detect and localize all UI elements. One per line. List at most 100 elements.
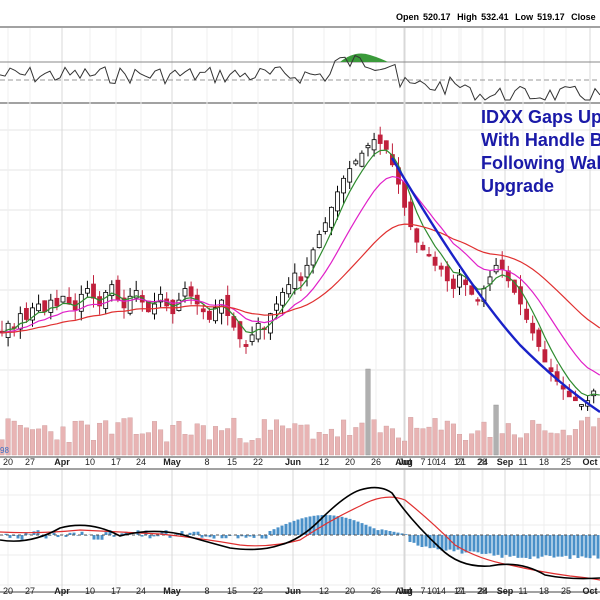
- x-tick-label: 17: [454, 457, 464, 467]
- candle-body: [133, 290, 139, 299]
- macd-histogram-bar: [364, 524, 368, 535]
- macd-histogram-bar: [276, 527, 280, 535]
- macd-histogram-bar: [244, 535, 248, 538]
- x-tick-label: 14: [436, 457, 446, 467]
- macd-histogram-bar: [440, 535, 444, 551]
- macd-histogram-bar: [484, 535, 488, 554]
- macd-histogram-bar: [180, 531, 184, 535]
- volume-bar: [322, 434, 328, 456]
- volume-bar: [36, 428, 42, 456]
- macd-histogram-bar: [124, 531, 128, 535]
- macd-histogram-bar: [596, 535, 600, 559]
- macd-label: 98: [0, 446, 9, 455]
- macd-histogram-bar: [252, 535, 256, 538]
- candle-body: [304, 264, 310, 278]
- macd-histogram-bar: [424, 535, 428, 547]
- x-tick-label-bottom: Jul: [398, 586, 411, 596]
- macd-histogram-bar: [460, 535, 464, 554]
- candle-body: [499, 259, 505, 270]
- macd-histogram-bar: [516, 535, 520, 558]
- candle-body: [579, 404, 584, 407]
- macd-histogram-bar: [388, 531, 392, 535]
- volume-bar: [457, 434, 463, 456]
- macd-signal-line: [0, 496, 600, 581]
- x-tick-label-bottom: 20: [345, 586, 355, 596]
- volume-bar: [115, 422, 121, 456]
- x-tick-label-bottom: 11: [518, 586, 527, 596]
- volume-bar: [493, 404, 499, 456]
- volume-bar: [353, 427, 359, 456]
- macd-histogram-bar: [68, 532, 72, 535]
- volume-bar: [365, 368, 371, 456]
- x-tick-label-bottom: 24: [136, 586, 146, 596]
- candle-body: [91, 283, 96, 299]
- macd-histogram-bar: [552, 535, 556, 558]
- candle-body: [414, 228, 420, 243]
- macd-histogram-bar: [320, 515, 324, 535]
- macd-histogram-bar: [316, 515, 320, 535]
- volume-bar: [389, 428, 395, 456]
- x-tick-label: 27: [25, 457, 35, 467]
- low-label: Low: [515, 12, 534, 22]
- candle-body: [127, 295, 133, 314]
- trend-arc: [390, 157, 600, 413]
- macd-histogram-bar: [272, 529, 276, 535]
- candle-body: [213, 307, 218, 322]
- candle-body: [255, 322, 261, 340]
- high-label: High: [457, 12, 478, 22]
- volume-bar: [30, 429, 36, 456]
- macd-histogram-bar: [356, 521, 360, 535]
- candle-body: [60, 295, 66, 303]
- volume-bar: [90, 440, 96, 456]
- volume-bar: [450, 423, 456, 456]
- volume-bar: [402, 440, 408, 456]
- volume-bar: [292, 423, 298, 456]
- candle-body: [188, 286, 194, 297]
- low-value: 519.17: [537, 12, 565, 22]
- macd-histogram-bar: [96, 535, 100, 540]
- candle-body: [457, 274, 462, 288]
- x-tick-label-bottom: 21: [456, 586, 466, 596]
- candle-body: [237, 321, 243, 340]
- x-tick-label: May: [163, 457, 181, 467]
- macd-histogram-bar: [568, 535, 572, 559]
- close-label: Close: [571, 12, 596, 22]
- volume-bar: [267, 429, 273, 456]
- volume-bar: [145, 432, 151, 456]
- macd-histogram-bar: [564, 535, 568, 556]
- macd-histogram-bar: [220, 535, 224, 539]
- macd-histogram-bar: [56, 535, 60, 538]
- volume-bar: [84, 424, 90, 456]
- candle-body: [17, 313, 23, 330]
- macd-histogram-bar: [584, 535, 588, 558]
- macd-histogram-bar: [188, 532, 192, 535]
- macd-histogram-bar: [556, 535, 560, 557]
- macd-histogram-bar: [208, 535, 212, 538]
- macd-histogram-bar: [476, 535, 480, 553]
- macd-histogram-bar: [344, 517, 348, 535]
- volume-bar: [286, 428, 292, 456]
- volume-bar: [548, 432, 554, 456]
- macd-histogram-bar: [148, 535, 152, 539]
- volume-bar: [194, 423, 200, 456]
- volume-bar: [347, 435, 353, 456]
- macd-histogram-bar: [20, 535, 24, 540]
- macd-histogram-bar: [400, 533, 404, 535]
- x-tick-label-bottom: 8: [204, 586, 209, 596]
- volume-bar: [377, 432, 383, 456]
- macd-histogram-bar: [588, 535, 592, 559]
- x-tick-label-bottom: 15: [227, 586, 237, 596]
- x-tick-label: Apr: [54, 457, 70, 467]
- volume-bar: [579, 420, 585, 456]
- macd-histogram-bar: [508, 535, 512, 557]
- macd-histogram-bar: [296, 519, 300, 535]
- volume-bar: [304, 424, 310, 456]
- candle-body: [365, 145, 371, 149]
- volume-bar: [255, 438, 261, 456]
- headline-line-3: Following Wal: [481, 153, 600, 173]
- macd-line: [0, 486, 600, 580]
- candle-body: [109, 284, 115, 297]
- macd-histogram-bar: [412, 535, 416, 543]
- macd-histogram-bar: [532, 535, 536, 557]
